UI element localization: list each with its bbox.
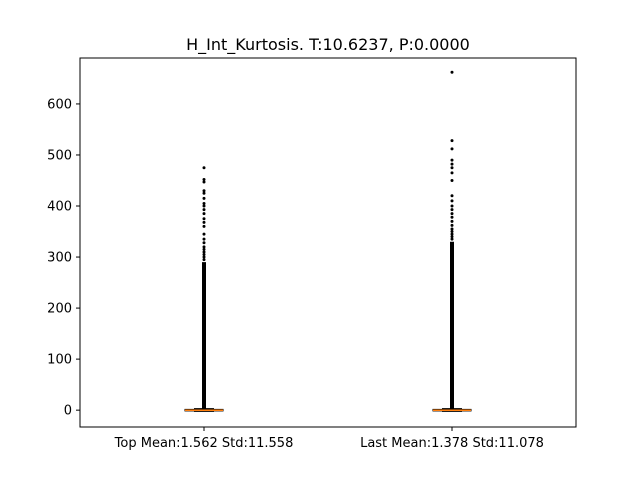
outlier-point [202, 258, 206, 262]
y-tick-label: 200 [47, 302, 72, 317]
outlier-point [202, 255, 206, 259]
outlier-point [450, 194, 454, 198]
x-tick-label: Top Mean:1.562 Std:11.558 [114, 436, 294, 451]
outlier-point [450, 230, 454, 234]
outlier-point [450, 147, 454, 151]
y-tick-label: 500 [47, 148, 72, 163]
outlier-point [450, 158, 454, 162]
box-group [184, 166, 224, 412]
outlier-point [450, 223, 454, 227]
outlier-point [450, 227, 454, 231]
outlier-point [202, 232, 206, 236]
outlier-point [450, 70, 454, 74]
outlier-point [202, 196, 206, 200]
outlier-point [202, 217, 206, 221]
chart-title: H_Int_Kurtosis. T:10.6237, P:0.0000 [186, 35, 470, 55]
outlier-point [450, 232, 454, 236]
outlier-point [202, 250, 206, 254]
outlier-point [202, 241, 206, 245]
outlier-point [202, 166, 206, 170]
outlier-point [202, 252, 206, 256]
outlier-point [450, 204, 454, 208]
outlier-point [450, 139, 454, 143]
outlier-point [450, 208, 454, 212]
x-axis: Top Mean:1.562 Std:11.558 Last Mean:1.378… [114, 427, 544, 451]
outlier-point [450, 199, 454, 203]
outlier-point [202, 212, 206, 216]
outlier-point [450, 235, 454, 239]
outlier-point [202, 191, 206, 195]
y-tick-label: 400 [47, 200, 72, 215]
box-group [432, 70, 472, 412]
outlier-point [450, 178, 454, 182]
outlier-point [202, 201, 206, 205]
outlier-point [450, 162, 454, 166]
outlier-point [450, 212, 454, 216]
outlier-point [202, 224, 206, 228]
y-tick-label: 100 [47, 353, 72, 368]
outlier-point [202, 208, 206, 212]
outlier-point [202, 245, 206, 249]
outlier-point [202, 204, 206, 208]
x-tick-label: Last Mean:1.378 Std:11.078 [360, 436, 544, 451]
y-tick-label: 600 [47, 97, 72, 112]
y-tick-label: 300 [47, 251, 72, 266]
y-axis: 0 100 200 300 400 500 600 [47, 97, 80, 419]
outlier-point [202, 237, 206, 241]
y-tick-label: 0 [64, 404, 72, 419]
outlier-point [450, 171, 454, 175]
plot-area [184, 70, 472, 412]
outlier-point [202, 220, 206, 224]
axes-frame [79, 57, 577, 428]
outlier-point [450, 237, 454, 241]
outlier-point [450, 219, 454, 223]
outlier-point [450, 215, 454, 219]
outlier-point [202, 247, 206, 251]
outlier-point [450, 166, 454, 170]
outlier-point [202, 180, 206, 184]
outlier-point [202, 189, 206, 193]
outlier-point [202, 177, 206, 181]
